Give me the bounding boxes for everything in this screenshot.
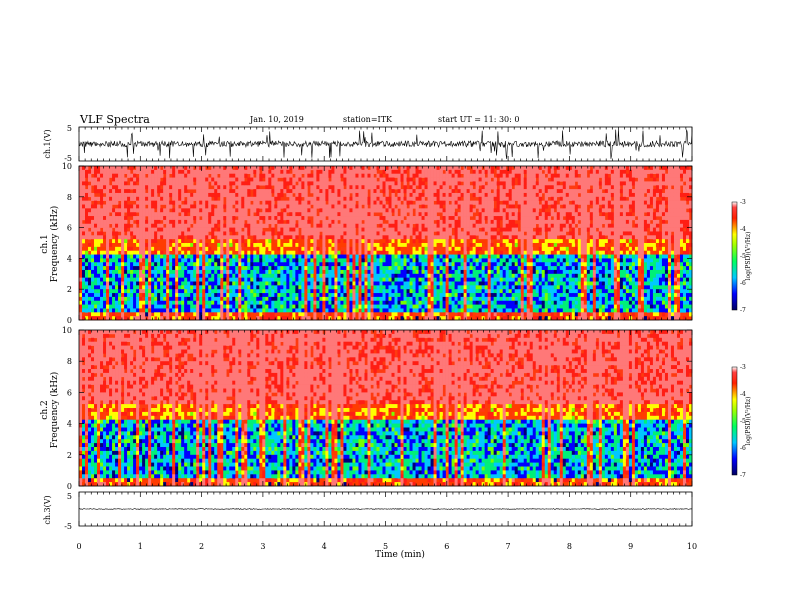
ch2-colorbar-label: log(PSD)(V²/Hz): [745, 397, 752, 446]
x-axis-label: Time (min): [375, 549, 425, 560]
ch2-colorbar: [731, 366, 738, 476]
x-tick-label: 6: [444, 542, 449, 551]
x-tick-label: 3: [260, 542, 265, 551]
x-tick-label: 2: [199, 542, 204, 551]
figure-title: VLF Spectra: [79, 113, 150, 126]
y-tick-label: 8: [67, 193, 72, 202]
x-tick-label: 8: [567, 542, 572, 551]
ch1-spectrogram-channel-label: ch.1: [40, 234, 50, 253]
y-tick-label: 0: [67, 316, 72, 325]
ch2-spectrogram-image: [79, 330, 693, 487]
y-tick-label: 8: [67, 357, 72, 366]
ch1-spectrogram-image: [79, 166, 693, 321]
ch3-waveform-ytick-bottom: -5: [64, 522, 72, 531]
y-tick-label: 4: [67, 420, 72, 429]
panel-ch3-waveform: 5 -5 ch.3(V) 0 1 2 3 4 5 6 7 8 9 10 Time (min): [43, 491, 697, 560]
ch1-colorbar: [731, 201, 738, 311]
colorbar-tick-label: -7: [740, 472, 746, 479]
x-tick-label: 4: [322, 542, 327, 551]
colorbar-tick-label: -5: [740, 253, 746, 260]
colorbar-tick-label: -7: [740, 307, 746, 314]
panel-ch1-waveform: 5 -5 ch.1(V): [43, 124, 693, 163]
x-tick-label: 5: [383, 542, 388, 551]
colorbar-tick-label: -4: [740, 226, 746, 233]
ch3-waveform-ytick-top: 5: [67, 492, 72, 501]
ch1-waveform-line: [78, 129, 693, 159]
y-tick-label: 0: [67, 482, 72, 491]
colorbar-tick-label: -5: [740, 418, 746, 425]
ch2-spectrogram-ylabel: Frequency (kHz): [49, 372, 60, 449]
y-tick-label: 10: [62, 162, 72, 171]
y-tick-label: 2: [67, 285, 72, 294]
ch3-waveform-line: [78, 508, 693, 510]
ch1-spectrogram-ylabel: Frequency (kHz): [49, 206, 60, 283]
ch1-waveform-ylabel: ch.1(V): [43, 129, 52, 158]
ch2-spectrogram-channel-label: ch.2: [40, 400, 50, 419]
y-tick-label: 2: [67, 451, 72, 460]
x-tick-label: 10: [687, 542, 697, 551]
x-tick-label: 0: [76, 542, 81, 551]
x-tick-label: 7: [506, 542, 511, 551]
ch1-colorbar-label: log(PSD)(V²/Hz): [745, 232, 752, 281]
x-tick-label: 1: [138, 542, 143, 551]
y-tick-label: 6: [67, 388, 72, 397]
y-tick-label: 10: [62, 326, 72, 335]
header-start-time: start UT = 11: 30: 0: [438, 115, 519, 124]
colorbar-tick-label: -3: [740, 364, 746, 371]
ch3-waveform-ylabel: ch.3(V): [43, 495, 52, 524]
colorbar-tick-label: -6: [740, 280, 746, 287]
ch1-waveform-ytick-bottom: -5: [64, 154, 72, 163]
colorbar-tick-label: -4: [740, 391, 746, 398]
y-tick-label: 6: [67, 224, 72, 233]
x-tick-label: 9: [628, 542, 633, 551]
header-station: station=ITK: [343, 115, 393, 124]
ch1-waveform-ytick-top: 5: [67, 124, 72, 133]
header-date: Jan. 10, 2019: [249, 115, 304, 124]
colorbar-tick-label: -3: [740, 199, 746, 206]
colorbar-tick-label: -6: [740, 445, 746, 452]
y-tick-label: 4: [67, 254, 72, 263]
